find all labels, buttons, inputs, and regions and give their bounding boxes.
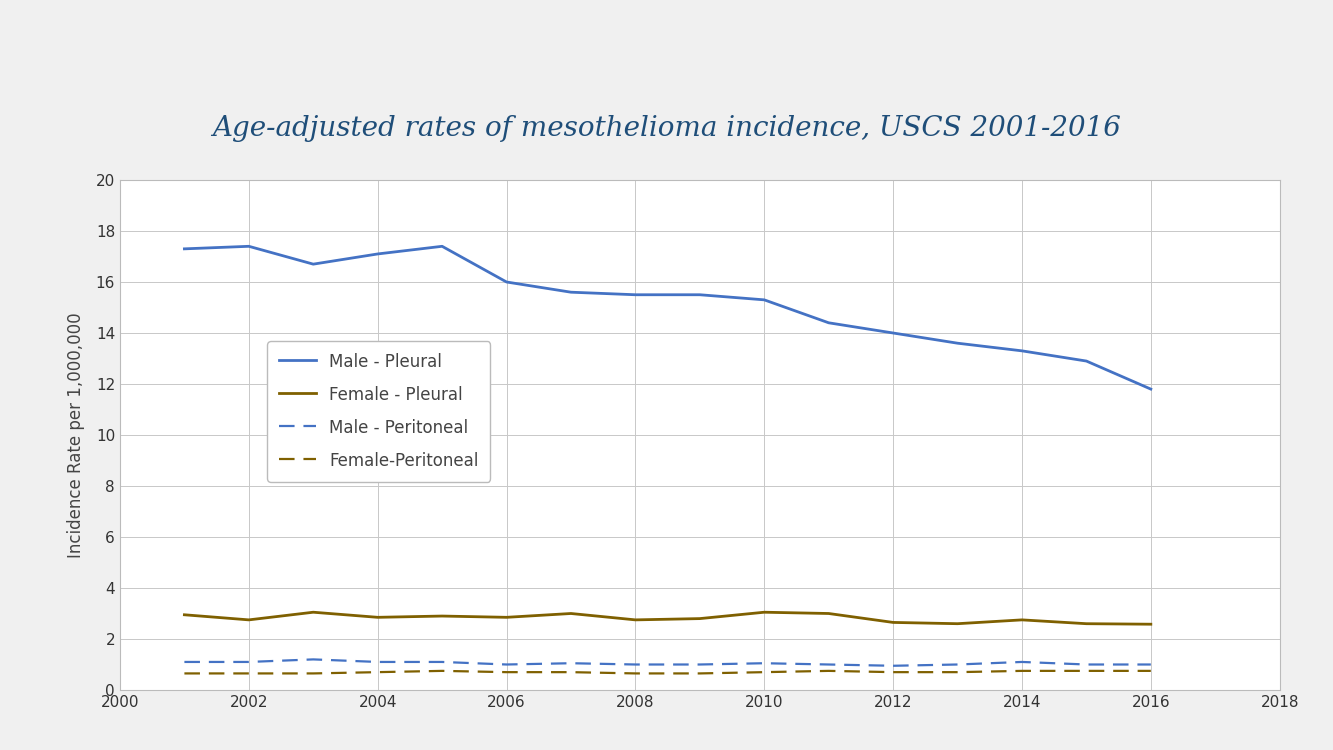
Female - Pleural (949, 620, 965, 628)
Male - Peritoneal (1142, 660, 1158, 669)
Male - Pleural (499, 278, 515, 286)
Female - Pleural (369, 613, 385, 622)
Line: Male - Pleural: Male - Pleural (184, 246, 1150, 389)
Female - Pleural (1014, 615, 1030, 624)
Female-Peritoneal (756, 668, 772, 676)
Line: Male - Peritoneal: Male - Peritoneal (184, 659, 1150, 666)
Female - Pleural (499, 613, 515, 622)
Female - Pleural (1142, 620, 1158, 628)
Female - Pleural (1078, 620, 1094, 628)
Female-Peritoneal (692, 669, 708, 678)
Female-Peritoneal (1014, 666, 1030, 675)
Line: Female-Peritoneal: Female-Peritoneal (184, 670, 1150, 674)
Male - Peritoneal (369, 658, 385, 667)
Female - Pleural (885, 618, 901, 627)
Female - Pleural (628, 615, 644, 624)
Text: Age-adjusted rates of mesothelioma incidence, USCS 2001-2016: Age-adjusted rates of mesothelioma incid… (212, 116, 1121, 142)
Female-Peritoneal (241, 669, 257, 678)
Male - Pleural (1078, 356, 1094, 365)
Female-Peritoneal (305, 669, 321, 678)
Y-axis label: Incidence Rate per 1,000,000: Incidence Rate per 1,000,000 (67, 312, 84, 558)
Male - Peritoneal (435, 658, 451, 667)
Female - Pleural (692, 614, 708, 623)
Male - Peritoneal (756, 658, 772, 668)
Female - Pleural (821, 609, 837, 618)
Female-Peritoneal (885, 668, 901, 676)
Female - Pleural (756, 608, 772, 616)
Male - Peritoneal (949, 660, 965, 669)
Male - Pleural (1014, 346, 1030, 355)
Male - Pleural (241, 242, 257, 250)
Male - Pleural (628, 290, 644, 299)
Female-Peritoneal (499, 668, 515, 676)
Female-Peritoneal (821, 666, 837, 675)
Male - Peritoneal (628, 660, 644, 669)
Female - Pleural (176, 610, 192, 620)
Male - Peritoneal (305, 655, 321, 664)
Male - Pleural (563, 288, 579, 297)
Female-Peritoneal (369, 668, 385, 676)
Male - Peritoneal (885, 662, 901, 670)
Line: Female - Pleural: Female - Pleural (184, 612, 1150, 624)
Male - Peritoneal (563, 658, 579, 668)
Female-Peritoneal (563, 668, 579, 676)
Male - Peritoneal (1014, 658, 1030, 667)
Male - Peritoneal (692, 660, 708, 669)
Male - Peritoneal (499, 660, 515, 669)
Legend: Male - Pleural, Female - Pleural, Male - Peritoneal, Female-Peritoneal: Male - Pleural, Female - Pleural, Male -… (268, 341, 491, 482)
Male - Pleural (756, 296, 772, 304)
Female-Peritoneal (628, 669, 644, 678)
Male - Peritoneal (821, 660, 837, 669)
Male - Pleural (435, 242, 451, 250)
Male - Pleural (692, 290, 708, 299)
Male - Pleural (305, 260, 321, 268)
Female - Pleural (241, 615, 257, 624)
Male - Pleural (1142, 385, 1158, 394)
Male - Peritoneal (1078, 660, 1094, 669)
Female - Pleural (435, 611, 451, 620)
Female-Peritoneal (1078, 666, 1094, 675)
Female - Pleural (563, 609, 579, 618)
Female-Peritoneal (949, 668, 965, 676)
Female-Peritoneal (435, 666, 451, 675)
Male - Peritoneal (241, 658, 257, 667)
Female - Pleural (305, 608, 321, 616)
Male - Pleural (949, 339, 965, 348)
Male - Pleural (885, 328, 901, 338)
Male - Pleural (369, 250, 385, 259)
Female-Peritoneal (1142, 666, 1158, 675)
Male - Peritoneal (176, 658, 192, 667)
Male - Pleural (176, 244, 192, 254)
Female-Peritoneal (176, 669, 192, 678)
Male - Pleural (821, 318, 837, 327)
